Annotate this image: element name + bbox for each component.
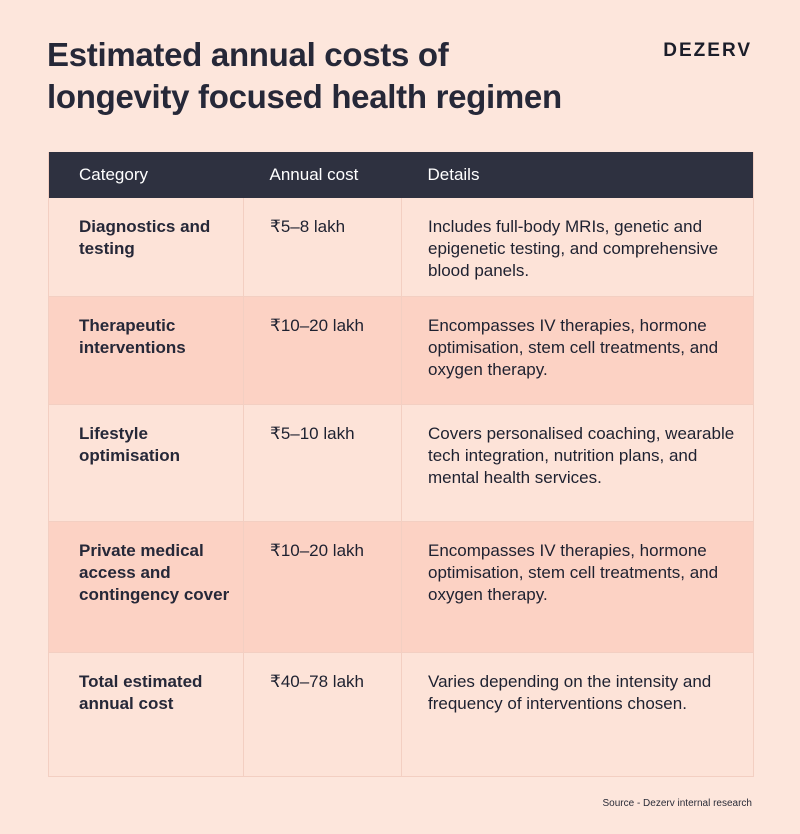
cost-cell: ₹10–20 lakh: [243, 296, 402, 405]
table-row: Lifestyle optimisation ₹5–10 lakh Covers…: [48, 404, 754, 522]
cost-cell: ₹40–78 lakh: [243, 652, 402, 777]
table-row: Private medical access and contingency c…: [48, 521, 754, 653]
cost-cell: ₹10–20 lakh: [243, 521, 402, 653]
column-header-details: Details: [401, 152, 754, 198]
details-cell: Includes full-body MRIs, genetic and epi…: [401, 198, 754, 297]
details-cell: Encompasses IV therapies, hormone optimi…: [401, 296, 754, 405]
page-title: Estimated annual costs of longevity focu…: [47, 34, 647, 118]
title-line-1: Estimated annual costs of: [47, 36, 449, 73]
cost-table: Category Annual cost Details Diagnostics…: [48, 152, 754, 777]
source-note: Source - Dezerv internal research: [602, 798, 752, 809]
category-cell: Diagnostics and testing: [48, 198, 244, 297]
column-header-category: Category: [48, 152, 244, 198]
details-cell: Covers personalised coaching, wearable t…: [401, 404, 754, 522]
category-cell: Total estimated annual cost: [48, 652, 244, 777]
details-cell: Varies depending on the intensity and fr…: [401, 652, 754, 777]
table-header: Category Annual cost Details: [48, 152, 754, 198]
cost-cell: ₹5–10 lakh: [243, 404, 402, 522]
category-cell: Lifestyle optimisation: [48, 404, 244, 522]
category-cell: Therapeutic interventions: [48, 296, 244, 405]
table-row: Therapeutic interventions ₹10–20 lakh En…: [48, 296, 754, 405]
column-header-annual-cost: Annual cost: [243, 152, 402, 198]
title-line-2: longevity focused health regimen: [47, 78, 562, 115]
details-cell: Encompasses IV therapies, hormone optimi…: [401, 521, 754, 653]
table-row: Diagnostics and testing ₹5–8 lakh Includ…: [48, 198, 754, 297]
table-row-total: Total estimated annual cost ₹40–78 lakh …: [48, 652, 754, 777]
cost-cell: ₹5–8 lakh: [243, 198, 402, 297]
brand-logo: DEZERV: [663, 40, 752, 61]
header-row: Category Annual cost Details: [48, 152, 754, 198]
category-cell: Private medical access and contingency c…: [48, 521, 244, 653]
